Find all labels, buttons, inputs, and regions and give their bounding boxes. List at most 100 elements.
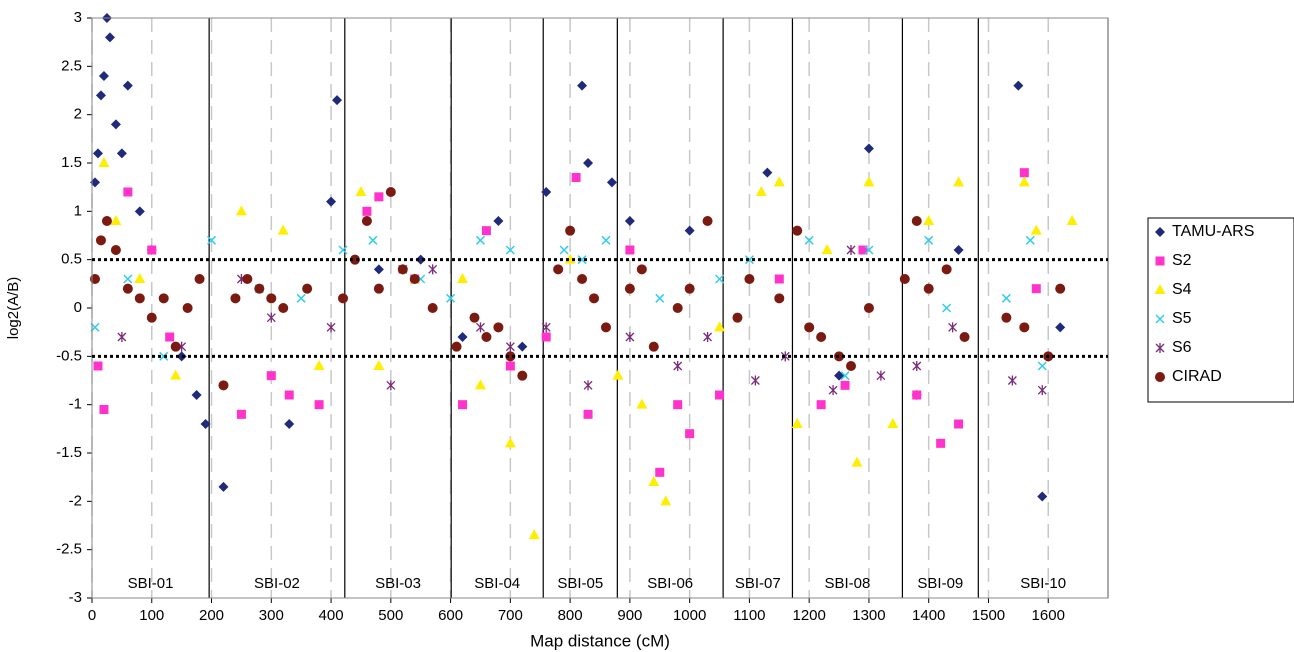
point	[355, 186, 367, 196]
legend-marker	[1155, 372, 1165, 382]
point	[816, 400, 826, 410]
point	[684, 225, 695, 236]
point	[385, 187, 396, 197]
x-tick-label: 300	[259, 607, 284, 624]
point	[863, 176, 875, 187]
point	[936, 438, 946, 448]
point	[302, 283, 313, 294]
point	[122, 283, 133, 294]
point	[528, 529, 540, 540]
point	[277, 224, 289, 235]
point	[191, 390, 202, 400]
point	[457, 332, 468, 342]
point	[923, 283, 934, 294]
y-tick-label: 1	[74, 202, 82, 219]
point	[672, 303, 683, 313]
point	[863, 143, 874, 154]
y-tick-label: -2.5	[56, 541, 82, 558]
point	[625, 332, 635, 342]
point	[338, 245, 348, 255]
x-tick-label: 400	[319, 607, 344, 624]
y-tick-label: 1.5	[61, 154, 82, 171]
point	[941, 264, 952, 275]
point	[846, 245, 856, 255]
point	[1055, 322, 1066, 333]
point	[101, 216, 112, 226]
point	[624, 283, 635, 294]
y-axis-label: log2(A/B)	[5, 277, 22, 340]
point	[923, 215, 935, 225]
plot-frame	[91, 17, 1109, 599]
y-tick-label: -1.5	[56, 444, 82, 461]
point	[948, 322, 958, 333]
point	[828, 385, 838, 396]
point	[791, 418, 803, 428]
x-tick-label: 1100	[733, 607, 765, 624]
x-tick-label: 600	[438, 607, 463, 624]
point	[685, 429, 695, 439]
x-tick-label: 200	[199, 607, 224, 624]
point	[446, 293, 456, 303]
point	[541, 187, 552, 197]
point	[612, 369, 624, 380]
point	[1037, 385, 1047, 396]
chromosome-label: SBI-03	[375, 575, 421, 592]
legend-label: S2	[1172, 252, 1192, 269]
point	[792, 225, 803, 236]
chromosome-label: SBI-09	[917, 575, 963, 592]
point	[1030, 224, 1042, 235]
point	[170, 369, 182, 380]
x-tick-label: 0	[88, 607, 96, 624]
point	[673, 361, 683, 371]
point	[134, 293, 145, 304]
chromosome-label: SBI-10	[1020, 575, 1066, 592]
point	[504, 437, 516, 448]
point	[458, 400, 468, 410]
point	[427, 303, 438, 313]
point	[368, 235, 378, 245]
x-tick-label: 1500	[972, 607, 1005, 624]
point	[95, 235, 106, 246]
point	[601, 235, 611, 245]
point	[600, 322, 611, 333]
legend-marker	[1155, 256, 1165, 266]
point	[1025, 235, 1035, 245]
legend-label: S5	[1172, 310, 1192, 327]
point	[266, 371, 276, 381]
point	[864, 245, 874, 255]
point	[147, 245, 157, 255]
point	[648, 341, 659, 352]
point	[104, 32, 115, 43]
legend-box	[1147, 217, 1294, 403]
legend-label: CIRAD	[1172, 368, 1222, 385]
chromosome-label: SBI-07	[735, 575, 781, 592]
point	[583, 158, 594, 168]
point	[476, 322, 485, 333]
point	[386, 380, 396, 391]
point	[159, 351, 169, 361]
point	[176, 351, 187, 362]
point	[373, 283, 384, 294]
point	[99, 405, 109, 414]
point	[655, 467, 665, 477]
point	[577, 255, 587, 265]
point	[235, 205, 247, 216]
point	[116, 148, 127, 159]
point	[589, 293, 600, 304]
point	[397, 264, 408, 275]
point	[474, 379, 486, 390]
point	[505, 361, 515, 371]
point	[750, 375, 760, 386]
point	[338, 293, 349, 304]
point	[863, 303, 874, 313]
x-tick-label: 500	[378, 607, 403, 624]
point	[703, 332, 713, 342]
point	[373, 360, 385, 370]
point	[559, 245, 569, 255]
point	[774, 274, 784, 284]
point	[481, 332, 492, 342]
y-tick-label: -1	[69, 396, 82, 413]
point	[362, 206, 372, 216]
